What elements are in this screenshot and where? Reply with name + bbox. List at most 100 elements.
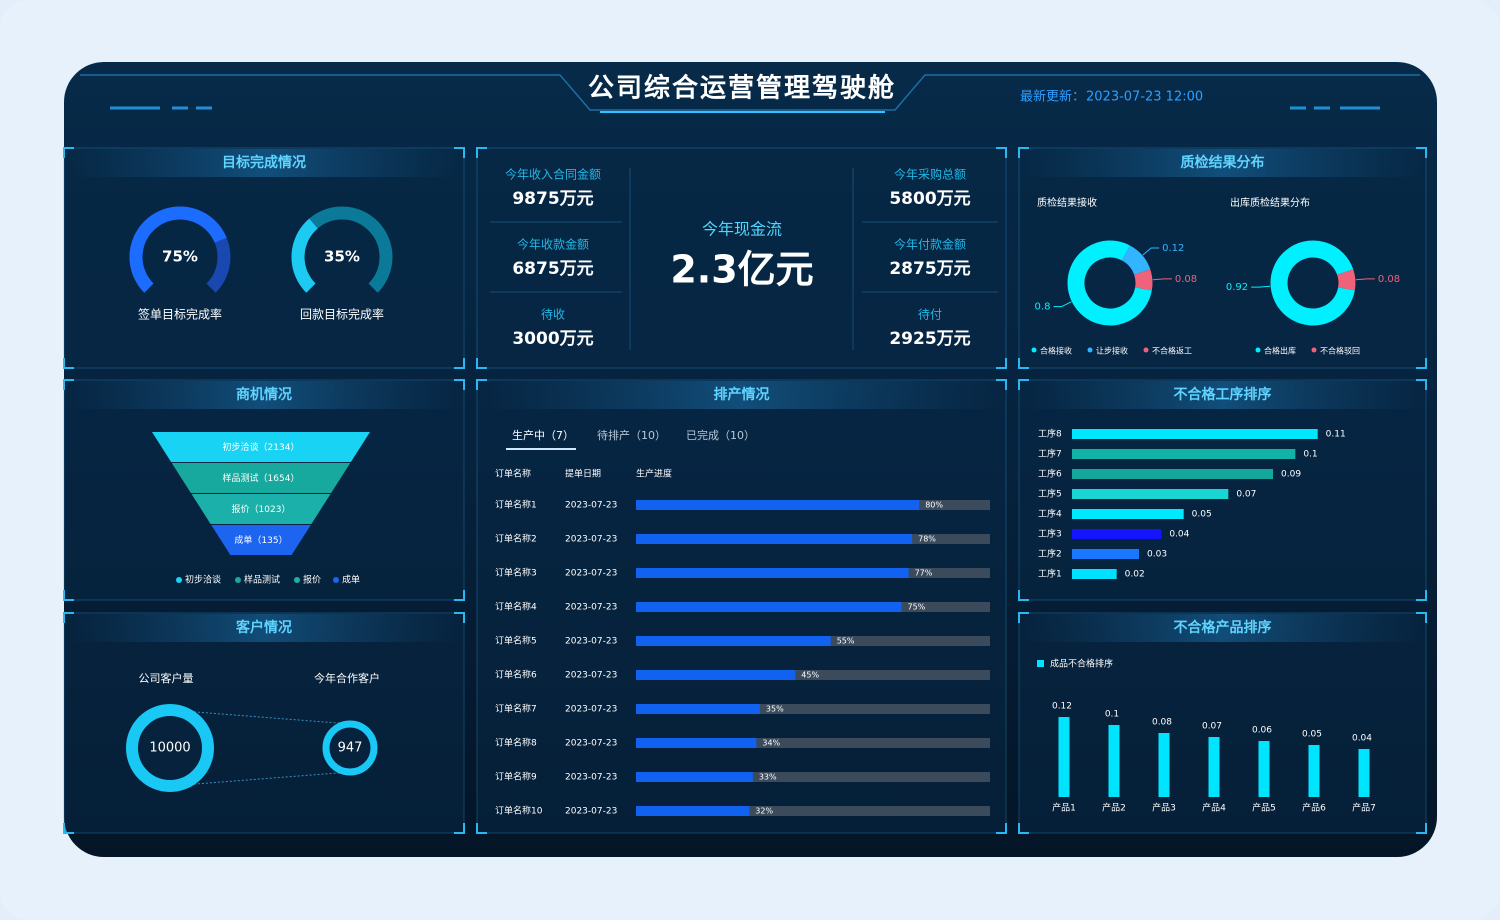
panel-corners [476, 379, 1007, 834]
tab: 已完成（10） [686, 428, 755, 442]
legend-label: 不合格驳回 [1320, 346, 1360, 356]
donut-title: 出库质检结果分布 [1230, 196, 1310, 209]
customer-ring [322, 720, 378, 776]
value-label: 0.06 [1252, 726, 1272, 736]
cashflow-value: 2.3亿元 [670, 248, 813, 292]
category-label: 工序7 [1038, 448, 1062, 460]
value-label: 0.12 [1052, 702, 1072, 712]
finance-value: 6875万元 [512, 259, 593, 279]
value-label: 0.09 [1281, 470, 1301, 480]
panel-title-bar [1020, 381, 1425, 409]
finance-label: 待收 [541, 308, 565, 322]
donut-slice [1121, 245, 1151, 276]
leader-line [1053, 301, 1072, 308]
order-date: 2023-07-23 [565, 807, 617, 817]
category-label: 工序4 [1038, 508, 1062, 520]
value-label: 0.05 [1192, 510, 1212, 520]
finance-label: 今年付款金额 [894, 237, 966, 252]
order-name: 订单名称9 [495, 771, 537, 783]
progress-bar [636, 636, 831, 646]
x-tick-label: 产品5 [1252, 802, 1276, 814]
update-time: 2023-07-23 12:00 [1086, 90, 1203, 105]
tab: 待排产（10） [597, 428, 666, 442]
value-label: 0.05 [1302, 730, 1322, 740]
order-date: 2023-07-23 [565, 739, 617, 749]
legend-label: 合格出库 [1264, 346, 1296, 356]
progress-bar [636, 738, 757, 748]
panel [63, 612, 465, 834]
progress-track [636, 772, 990, 782]
x-tick-label: 产品6 [1302, 802, 1326, 814]
progress-track [636, 806, 990, 816]
x-tick-label: 产品4 [1202, 802, 1226, 814]
progress-track [636, 670, 990, 680]
funnel-segment [152, 432, 370, 462]
funnel-label: 初步洽谈（2134） [223, 441, 300, 453]
slice-label: 0.08 [1175, 274, 1197, 285]
panel-corners [63, 612, 465, 834]
panel-title-bar [478, 381, 1005, 409]
legend-label: 初步洽谈 [185, 574, 221, 586]
tab: 生产中（7） [512, 428, 574, 442]
slice-label: 0.8 [1035, 302, 1051, 313]
customer-ring [126, 704, 214, 792]
progress-bar [636, 500, 920, 510]
leader-line [1142, 247, 1160, 256]
slice-label: 0.92 [1226, 282, 1248, 293]
panel-title: 目标完成情况 [222, 154, 306, 171]
bar [1072, 469, 1273, 479]
funnel-label: 报价（1023） [232, 503, 291, 515]
order-date: 2023-07-23 [565, 705, 617, 715]
finance-label: 待付 [918, 308, 942, 322]
bar [1072, 429, 1318, 439]
gauge-value [129, 206, 227, 293]
legend-dot [176, 577, 182, 583]
progress-bar [636, 772, 753, 782]
panel-title: 不合格工序排序 [1174, 386, 1272, 403]
bar [1058, 717, 1070, 797]
value-label: 0.03 [1147, 550, 1167, 560]
leader-line [1251, 285, 1271, 288]
progress-bar [636, 568, 909, 578]
panel-title: 商机情况 [236, 386, 292, 403]
panel [1018, 612, 1427, 834]
category-label: 工序6 [1038, 468, 1062, 480]
progress-label: 32% [755, 807, 773, 816]
legend-label: 合格接收 [1040, 346, 1072, 356]
panel-title-bar [1020, 149, 1425, 177]
funnel-segment [191, 494, 331, 524]
value-label: 0.1 [1303, 450, 1317, 460]
bar [1308, 745, 1320, 797]
order-date: 2023-07-23 [565, 501, 617, 511]
order-name: 订单名称7 [495, 703, 537, 715]
funnel-segment [211, 525, 311, 555]
progress-label: 55% [837, 637, 855, 646]
panel-title-bar [65, 381, 463, 409]
header-title: 公司综合运营管理驾驶舱 [588, 73, 896, 104]
x-tick-label: 产品1 [1052, 802, 1076, 814]
legend-dot [294, 577, 300, 583]
column-header: 订单名称 [495, 468, 531, 480]
update-label: 最新更新： [1020, 89, 1085, 105]
donut-title: 质检结果接收 [1037, 196, 1097, 209]
legend-dot [333, 577, 339, 583]
value-label: 0.08 [1152, 718, 1172, 728]
finance-value: 2875万元 [889, 259, 970, 279]
x-tick-label: 产品2 [1102, 802, 1126, 814]
value-label: 0.04 [1352, 734, 1372, 744]
panel-title-bar [1020, 614, 1425, 642]
order-date: 2023-07-23 [565, 569, 617, 579]
order-date: 2023-07-23 [565, 603, 617, 613]
x-tick-label: 产品7 [1352, 802, 1376, 814]
progress-bar [636, 806, 750, 816]
finance-value: 5800万元 [889, 189, 970, 209]
order-date: 2023-07-23 [565, 773, 617, 783]
bar [1072, 529, 1162, 539]
order-date: 2023-07-23 [565, 637, 617, 647]
progress-label: 80% [925, 501, 943, 510]
cashflow-label: 今年现金流 [702, 220, 782, 239]
x-tick-label: 产品3 [1152, 802, 1176, 814]
legend-dot [235, 577, 241, 583]
bar [1072, 569, 1117, 579]
progress-bar [636, 534, 913, 544]
